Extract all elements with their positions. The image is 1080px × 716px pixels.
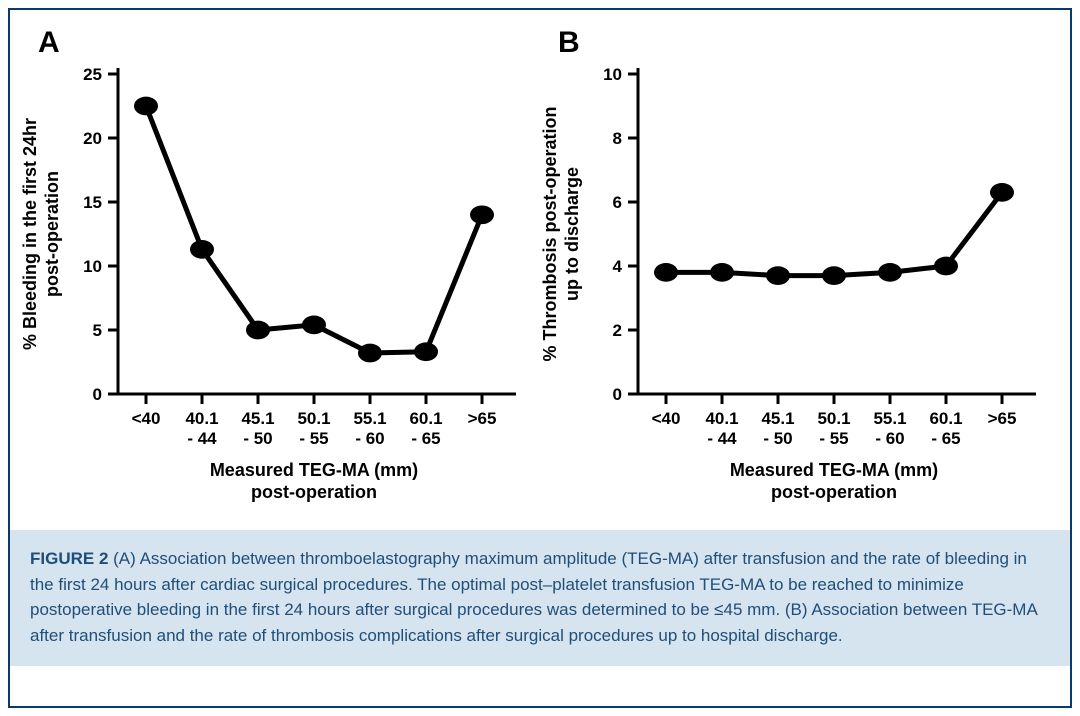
- svg-text:2: 2: [613, 321, 622, 340]
- svg-text:- 44: - 44: [187, 429, 217, 448]
- chart-a-cell: A 0 5 10 15 20 25 <40 40.1- 44 45.1- 50 50.1- 55 5…: [20, 20, 540, 530]
- svg-text:5: 5: [93, 321, 102, 340]
- svg-text:post-operation: post-operation: [42, 171, 62, 297]
- svg-text:40.1: 40.1: [185, 409, 218, 428]
- svg-text:55.1: 55.1: [873, 409, 906, 428]
- panel-label-a: A: [38, 26, 60, 60]
- svg-text:50.1: 50.1: [817, 409, 850, 428]
- svg-text:- 50: - 50: [763, 429, 792, 448]
- svg-text:- 60: - 60: [875, 429, 904, 448]
- svg-text:- 65: - 65: [411, 429, 440, 448]
- chart-a: 0 5 10 15 20 25 <40 40.1- 44 45.1- 50 50.1- 55 55.…: [20, 20, 540, 530]
- svg-text:6: 6: [613, 193, 622, 212]
- svg-text:10: 10: [83, 257, 102, 276]
- svg-text:Measured TEG-MA (mm): Measured TEG-MA (mm): [730, 460, 938, 480]
- svg-text:10: 10: [603, 65, 622, 84]
- svg-text:4: 4: [613, 257, 623, 276]
- svg-text:- 55: - 55: [819, 429, 848, 448]
- svg-text:post-operation: post-operation: [251, 482, 377, 502]
- svg-text:45.1: 45.1: [241, 409, 274, 428]
- svg-text:0: 0: [613, 385, 622, 404]
- svg-text:Measured TEG-MA (mm): Measured TEG-MA (mm): [210, 460, 418, 480]
- svg-text:<40: <40: [652, 409, 681, 428]
- svg-text:40.1: 40.1: [705, 409, 738, 428]
- svg-text:% Bleeding in the first 24hr: % Bleeding in the first 24hr: [20, 118, 40, 350]
- svg-text:8: 8: [613, 129, 622, 148]
- svg-text:up to discharge: up to discharge: [562, 167, 582, 301]
- caption-lead: FIGURE 2: [30, 549, 108, 568]
- svg-text:55.1: 55.1: [353, 409, 386, 428]
- svg-text:- 55: - 55: [299, 429, 328, 448]
- svg-text:- 65: - 65: [931, 429, 960, 448]
- svg-text:post-operation: post-operation: [771, 482, 897, 502]
- svg-text:15: 15: [83, 193, 102, 212]
- svg-text:60.1: 60.1: [929, 409, 962, 428]
- figure-caption-box: FIGURE 2 (A) Association between thrombo…: [10, 530, 1070, 666]
- chart-b: 0246810<4040.1- 4445.1- 5050.1- 5555.1- …: [540, 20, 1060, 530]
- chart-b-cell: B 0 2 4 6 8 10 <40 40.1- 44 45.1- 50 50.1- 55 55.1…: [540, 20, 1060, 530]
- svg-text:- 44: - 44: [707, 429, 737, 448]
- svg-text:60.1: 60.1: [409, 409, 442, 428]
- svg-text:- 50: - 50: [243, 429, 272, 448]
- svg-text:20: 20: [83, 129, 102, 148]
- svg-text:% Thrombosis post-operation: % Thrombosis post-operation: [540, 106, 560, 361]
- charts-row: A 0510152025<4040.1- 4445.1- 5050.1- 555…: [10, 10, 1070, 530]
- svg-text:>65: >65: [468, 409, 497, 428]
- figure-frame: A 0510152025<4040.1- 4445.1- 5050.1- 555…: [8, 8, 1072, 708]
- svg-text:0: 0: [93, 385, 102, 404]
- figure-caption: FIGURE 2 (A) Association between thrombo…: [30, 546, 1050, 648]
- svg-text:<40: <40: [132, 409, 161, 428]
- svg-text:45.1: 45.1: [761, 409, 794, 428]
- panel-label-b: B: [558, 26, 580, 60]
- svg-text:50.1: 50.1: [297, 409, 330, 428]
- svg-text:>65: >65: [988, 409, 1017, 428]
- caption-body: (A) Association between thromboelastogra…: [30, 549, 1037, 645]
- svg-text:- 60: - 60: [355, 429, 384, 448]
- svg-text:25: 25: [83, 65, 102, 84]
